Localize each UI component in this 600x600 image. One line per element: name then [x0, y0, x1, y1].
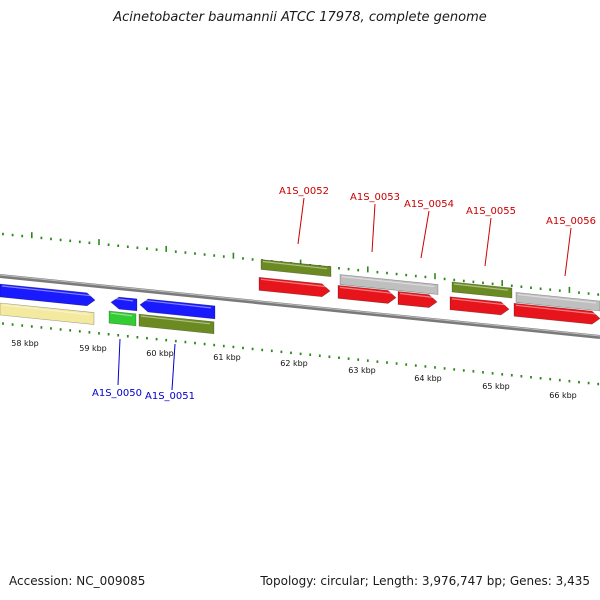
reverse-gene-arrow [110, 296, 138, 312]
feature-shine [339, 286, 393, 294]
genome-backbone [0, 274, 600, 339]
feature-shine [262, 260, 328, 270]
genome-summary-text: Topology: circular; Length: 3,976,747 bp… [260, 574, 590, 588]
cds-grey-bar [515, 292, 600, 312]
cds-pale-bar [0, 302, 95, 325]
cds-olive-bar [260, 259, 332, 277]
feature-shine [453, 283, 509, 291]
forward-gene-labels: A1S_0052 A1S_0053 A1S_0054 A1S_0055 A1S_… [279, 186, 596, 277]
tick-marks [2, 232, 600, 386]
cds-olive-bar [138, 313, 215, 335]
feature-shine [399, 292, 434, 298]
cds-olive-bar [451, 281, 513, 299]
feature-shine [112, 297, 134, 302]
gene-label-A1S_0055[interactable]: A1S_0055 [466, 206, 516, 217]
reverse-gene-labels: A1S_0050 A1S_0051 [92, 338, 195, 402]
genome-backbone-highlight [0, 274, 600, 337]
feature-tracks [0, 259, 600, 335]
gene-leader-line [420, 210, 430, 259]
forward-gene-arrow [258, 276, 331, 298]
feature-shine [341, 276, 435, 288]
map-title: Acinetobacter baumannii ATCC 17978, comp… [113, 10, 487, 25]
accession-text: Accession: NC_009085 [9, 574, 146, 588]
cds-grey-bar [339, 274, 439, 295]
gene-label-A1S_0054[interactable]: A1S_0054 [404, 199, 454, 210]
gene-leader-line [484, 217, 492, 267]
feature-shine [517, 293, 597, 304]
gene-leader-line [371, 203, 376, 253]
scale-label: 59 kbp [79, 344, 107, 353]
gene-leader-line [564, 227, 572, 277]
gene-leader-line [297, 197, 305, 245]
forward-gene-arrow [513, 302, 600, 325]
forward-gene-arrow [337, 285, 397, 304]
feature-shine [451, 298, 506, 306]
scale-label: 58 kbp [11, 339, 39, 348]
feature-shine [1, 285, 92, 297]
scale-label: 64 kbp [414, 374, 442, 383]
scale-label: 63 kbp [348, 366, 376, 375]
gene-label-A1S_0056[interactable]: A1S_0056 [546, 216, 596, 227]
feature-shine [260, 278, 327, 288]
feature-shine [515, 304, 597, 315]
cds-green-bar [108, 310, 137, 327]
gene-label-A1S_0050[interactable]: A1S_0050 [92, 388, 142, 399]
scale-label: 60 kbp [146, 349, 174, 358]
feature-shine [1, 304, 91, 316]
scale-label: 62 kbp [280, 359, 308, 368]
reverse-gene-arrow [139, 298, 216, 320]
gene-leader-line [117, 338, 121, 386]
scale-label: 66 kbp [549, 391, 577, 400]
gene-label-A1S_0052[interactable]: A1S_0052 [279, 186, 329, 197]
forward-gene-arrow [397, 291, 438, 308]
forward-gene-arrow [449, 296, 510, 316]
gene-label-A1S_0051[interactable]: A1S_0051 [145, 391, 195, 402]
feature-shine [141, 299, 212, 309]
feature-shine [140, 315, 211, 325]
feature-shine [110, 312, 133, 317]
reverse-gene-arrow [0, 283, 96, 307]
scale-label: 65 kbp [482, 382, 510, 391]
scale-label: 61 kbp [213, 353, 241, 362]
gene-label-A1S_0053[interactable]: A1S_0053 [350, 192, 400, 203]
gene-leader-line [171, 343, 176, 391]
scale-labels: 58 kbp 59 kbp 60 kbp 61 kbp 62 kbp 63 kb… [11, 339, 577, 400]
